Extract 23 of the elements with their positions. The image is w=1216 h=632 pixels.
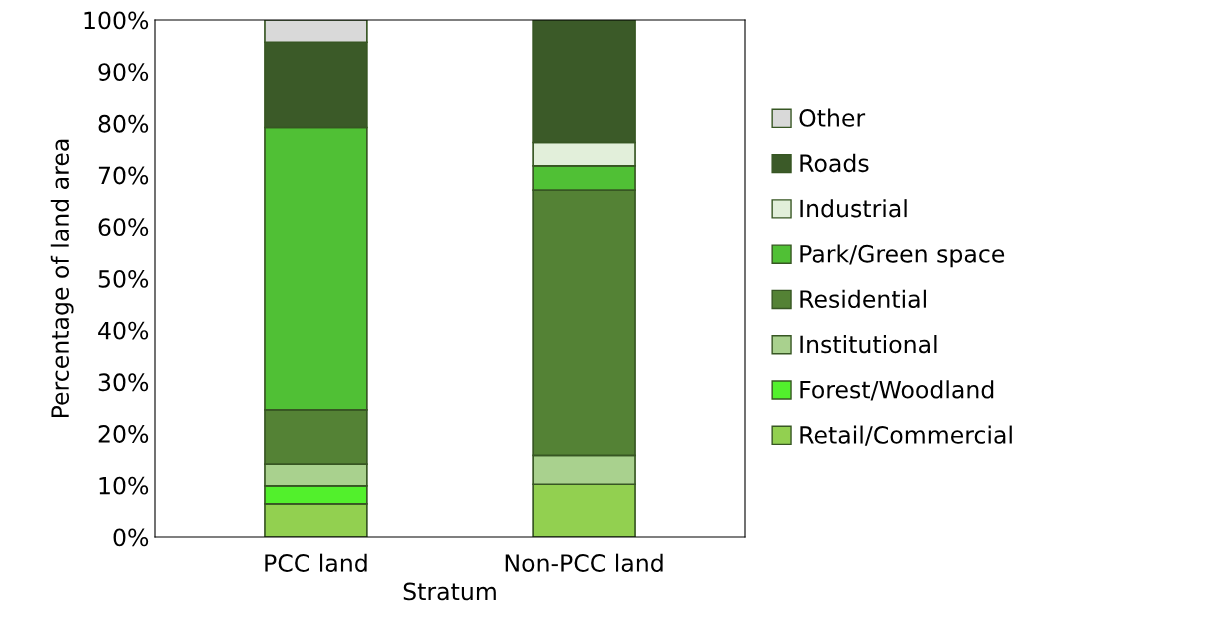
- legend-label: Institutional: [800, 335, 937, 354]
- y-tick-label: 30%: [98, 373, 149, 392]
- legend-label: Other: [799, 108, 866, 127]
- legend-label: Roads: [800, 153, 869, 173]
- x-tick-label: Non-PCC land: [505, 553, 663, 572]
- y-tick-label: 10%: [99, 476, 149, 495]
- legend-label: Industrial: [800, 199, 907, 218]
- y-tick-label: 70%: [98, 166, 149, 185]
- legend-label: Retail/Commercial: [800, 425, 1012, 446]
- y-tick-label: 50%: [98, 269, 149, 288]
- y-tick-label: 20%: [98, 425, 149, 443]
- y-tick-label: 0%: [113, 528, 149, 547]
- x-tick-label: PCC land: [265, 553, 367, 572]
- y-tick-label: 100%: [84, 11, 149, 30]
- y-tick-label: 40%: [98, 321, 149, 340]
- y-tick-label: 80%: [98, 114, 149, 133]
- y-tick-label: 60%: [98, 218, 149, 237]
- legend-label: Forest/Woodland: [800, 380, 994, 401]
- legend-label: Park/Green space: [800, 244, 1005, 268]
- y-tick-label: 90%: [98, 63, 149, 82]
- x-axis-title: Stratum: [403, 582, 496, 601]
- y-axis-title: Percentage of land area: [50, 139, 74, 418]
- legend-label: Residential: [800, 289, 926, 308]
